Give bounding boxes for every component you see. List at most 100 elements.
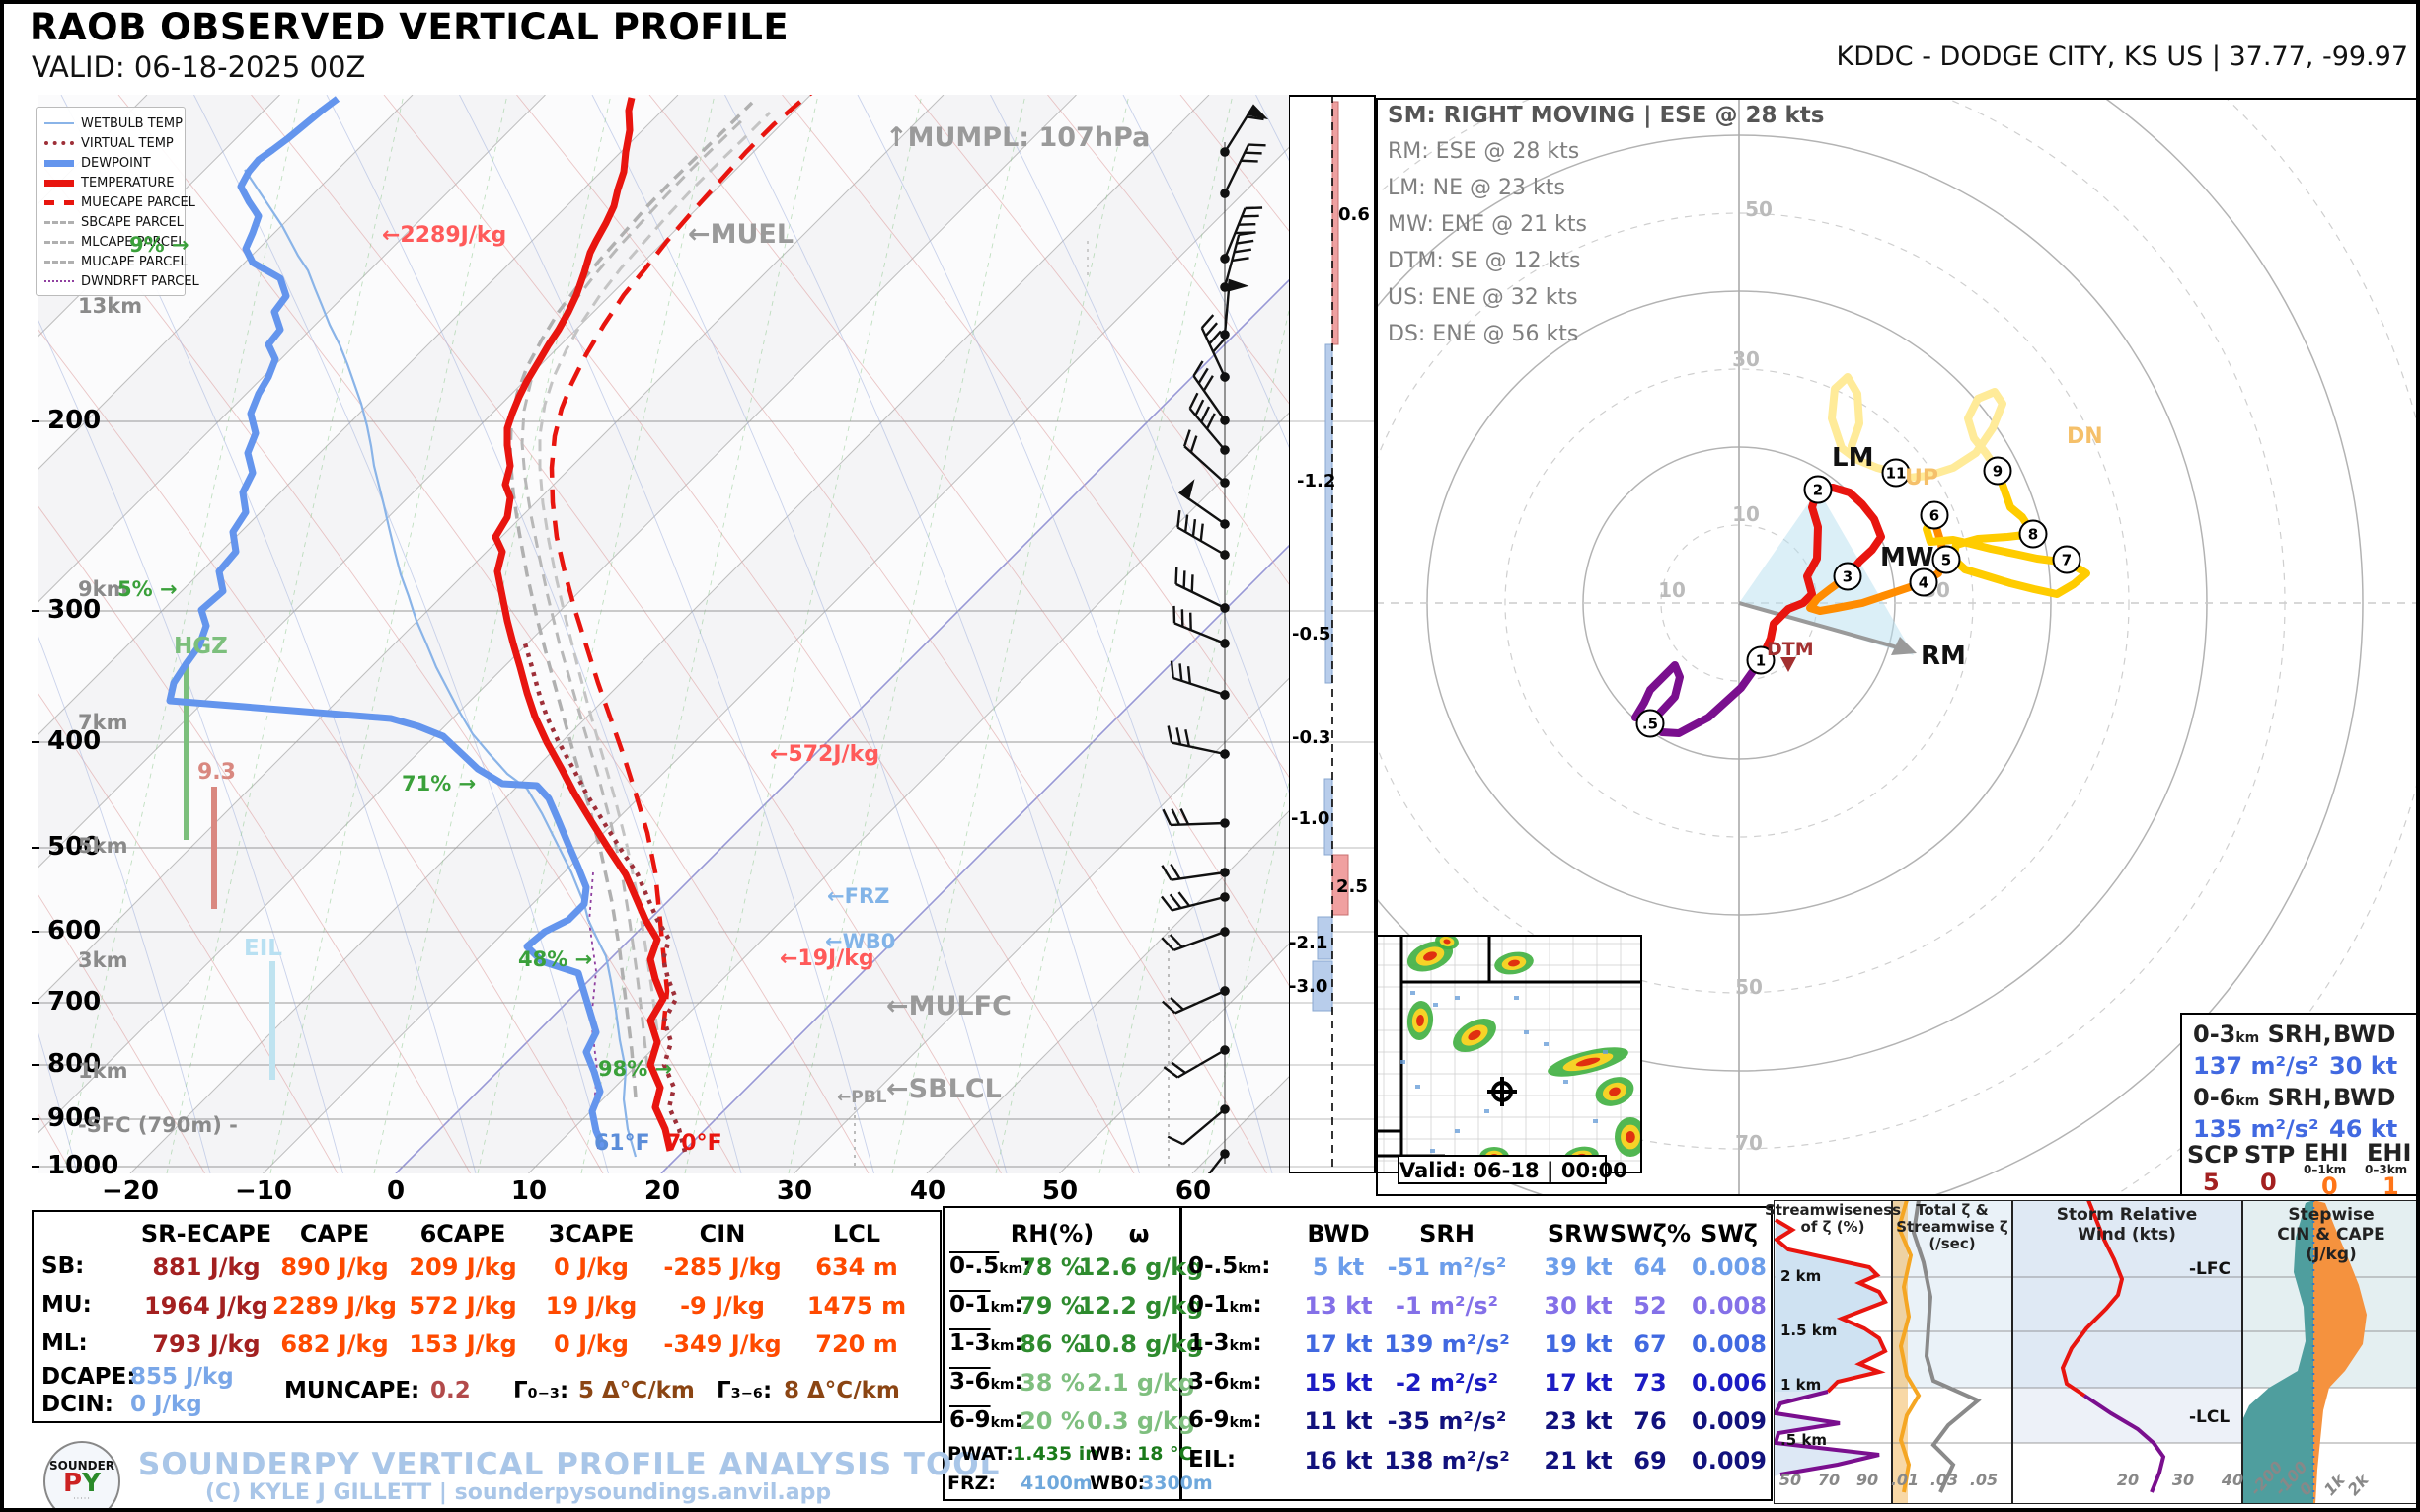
radar-valid-label: Valid: 06-18 | 00:00: [1398, 1155, 1627, 1184]
storm-motion-readout: SM: RIGHT MOVING | ESE @ 28 kts RM: ESE @…: [1388, 103, 1824, 358]
legend-item-label: MLCAPE PARCEL: [81, 234, 186, 250]
legend-item-label: WETBULB TEMP: [81, 115, 183, 131]
thermo-header: SR-ECAPE: [140, 1220, 272, 1247]
mini-panel-height-label: 1 km: [1780, 1376, 1822, 1394]
pressure-label: 200: [47, 406, 102, 435]
hodo-ring-label: 50: [1745, 197, 1773, 221]
shear-cell: 13 kt: [1304, 1292, 1373, 1320]
storm-motion-line: LM: NE @ 23 kts: [1388, 176, 1565, 200]
hodo-ring-label: 10: [1658, 578, 1686, 602]
legend-item-label: DEWPOINT: [81, 155, 151, 171]
dcape-label: DCAPE:: [41, 1364, 136, 1390]
height-label: 1km: [78, 1059, 128, 1083]
thermo-cell: 153 J/kg: [409, 1330, 517, 1358]
wind-barb: [1167, 725, 1230, 759]
height-label: 7km: [78, 711, 128, 734]
hodo-height-marker: 6: [1920, 500, 1949, 530]
mini-panel-tick: .03: [1929, 1471, 1959, 1489]
branding-line1: SOUNDERPY VERTICAL PROFILE ANALYSIS TOOL: [138, 1447, 1001, 1482]
legend-item-label: MUECAPE PARCEL: [81, 194, 195, 210]
legend-item: DWNDRFT PARCEL: [44, 271, 199, 291]
rh-row-label: 3-6km:: [949, 1369, 1023, 1395]
legend-item: SBCAPE PARCEL: [44, 212, 184, 232]
legend-item: MUCAPE PARCEL: [44, 252, 188, 271]
radar-echo: [1435, 935, 1459, 950]
skewt-plot: [38, 95, 1289, 1173]
skewt-annotation-mulfc: ←MULFC: [886, 991, 1012, 1021]
shear-cell: 0.008: [1692, 1330, 1767, 1358]
radar-echo: [1615, 1117, 1642, 1157]
thermo-cell: 890 J/kg: [280, 1253, 389, 1281]
mini-panel-tick: 90: [1855, 1471, 1879, 1489]
shear-cell: 73: [1633, 1369, 1667, 1397]
lapse-0-3-label: Γ₀₋₃:: [513, 1378, 569, 1403]
omega-value: -2.1: [1289, 933, 1328, 953]
height-label: 13km: [78, 294, 143, 318]
wind-barb: [1220, 104, 1269, 157]
temp-axis-label: 50: [1041, 1176, 1079, 1206]
mini-panel-height-label: .5 km: [1780, 1431, 1827, 1449]
srh-0-6-label: 0-6km SRH,: [2193, 1084, 2332, 1111]
streamwiseness-fill-upper: [1774, 1220, 1885, 1392]
mini-panel-title: Stepwise: [2288, 1205, 2375, 1225]
legend-line-sample-temperature: [44, 179, 74, 187]
legend-item-label: TEMPERATURE: [81, 175, 175, 190]
mucape-parcel-trace: [538, 111, 772, 1031]
pressure-label: 500: [47, 832, 102, 862]
wind-barb: [1200, 314, 1230, 382]
stepwise-cape-fill: [2313, 1200, 2367, 1504]
mlcape-parcel-trace: [520, 114, 748, 1069]
lapse-0-3-value: 5 Δ°C/km: [578, 1378, 695, 1403]
hodo-label-up: UP: [1905, 466, 1938, 491]
shear-cell: 64: [1633, 1253, 1667, 1281]
radar-echo: [1406, 941, 1454, 972]
hodo-height-marker: 8: [2018, 519, 2048, 549]
shear-header: SWζ%: [1610, 1220, 1691, 1247]
temp-axis-label: 20: [643, 1176, 681, 1206]
legend-item: DEWPOINT: [44, 153, 179, 173]
legend-item: VIRTUAL TEMP: [44, 133, 179, 153]
ehi-0-1-sub: 0–1km: [2304, 1163, 2347, 1176]
legend-item: TEMPERATURE: [44, 173, 179, 192]
mixing-ratio-value: 0.3 g/kg: [1087, 1407, 1195, 1435]
wb0-label: WB0:: [1090, 1473, 1146, 1494]
thermo-row-label: ML:: [41, 1330, 88, 1356]
wind-barb: [1161, 927, 1230, 951]
srw-curve-upper: [2060, 1200, 2125, 1398]
shear-cell: -35 m²/s²: [1387, 1407, 1507, 1435]
thermo-header: CAPE: [299, 1220, 370, 1247]
legend-item: MLCAPE PARCEL: [44, 232, 185, 252]
thermo-cell: 2289 J/kg: [272, 1292, 397, 1320]
pressure-label: 700: [47, 987, 102, 1017]
hodo-trace-9km-up: [1828, 373, 2006, 482]
omega-value: -3.0: [1289, 976, 1328, 997]
mini-panel-tick: .05: [1969, 1471, 1999, 1489]
bwd-0-3-value: 30 kt: [2329, 1052, 2398, 1080]
skewt-annotation-frz: ←FRZ: [827, 884, 890, 908]
hodo-label-dtm: DTM: [1767, 639, 1814, 660]
height-label: 9km: [78, 577, 128, 601]
streamwiseness-curve-lower: [1774, 1390, 1880, 1476]
pressure-label: 800: [47, 1049, 102, 1079]
logo-text-py: PY: [63, 1469, 101, 1498]
shear-cell: 0.009: [1692, 1447, 1767, 1474]
mixing-ratio-value: 2.1 g/kg: [1087, 1369, 1195, 1397]
shear-cell: 0.008: [1692, 1253, 1767, 1281]
temp-axis-label: 10: [510, 1176, 548, 1206]
shear-cell: -51 m²/s²: [1387, 1253, 1507, 1281]
thermo-cell: 634 m: [815, 1253, 898, 1281]
thermo-cell: 0 J/kg: [554, 1330, 629, 1358]
skewt-annotation-pct98: 98% →: [598, 1057, 673, 1081]
hodo-height-marker: .5: [1635, 709, 1665, 738]
skewt-annotation-pct5: 5% →: [117, 577, 178, 601]
mixing-ratio-value: 10.8 g/kg: [1078, 1330, 1204, 1358]
thermo-cell: 19 J/kg: [545, 1292, 638, 1320]
wind-barb: [1161, 863, 1230, 881]
srh-bwd-info-box: [2180, 1013, 2416, 1196]
ehi-0-1-value: 0: [2321, 1172, 2338, 1200]
rh-value: 86 %: [1020, 1330, 1085, 1358]
temperature-trace: [492, 97, 674, 1152]
hodo-label-dn: DN: [2067, 424, 2103, 449]
page-title: RAOB OBSERVED VERTICAL PROFILE: [30, 6, 790, 48]
